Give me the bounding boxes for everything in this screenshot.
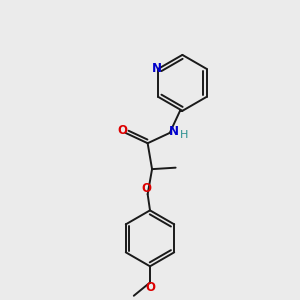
Text: O: O <box>141 182 151 195</box>
Text: H: H <box>180 130 188 140</box>
Text: O: O <box>117 124 127 137</box>
Text: N: N <box>169 125 178 138</box>
Text: O: O <box>145 281 155 294</box>
Text: N: N <box>152 62 162 75</box>
